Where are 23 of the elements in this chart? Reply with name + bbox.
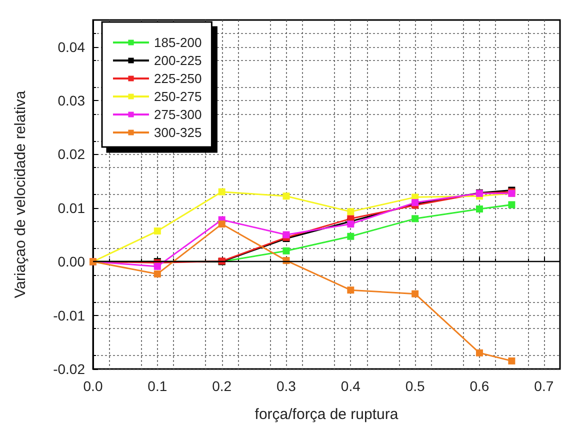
x-tick-label: 0.5 bbox=[405, 378, 426, 394]
x-tick-label: 0.2 bbox=[212, 378, 232, 394]
y-tick-label: 0.01 bbox=[58, 200, 86, 216]
legend-label: 250-275 bbox=[154, 89, 202, 104]
y-tick-label: 0.03 bbox=[58, 92, 86, 109]
legend-label: 225-250 bbox=[154, 71, 202, 86]
y-tick-label: -0.01 bbox=[53, 307, 86, 324]
y-tick-label: 0.04 bbox=[58, 38, 86, 55]
x-tick-label: 0.3 bbox=[276, 378, 296, 394]
y-tick-label: 0.00 bbox=[58, 254, 86, 270]
legend-label: 275-300 bbox=[154, 107, 202, 122]
x-axis-title: força/força de ruptura bbox=[254, 406, 399, 423]
x-tick-label: 0.7 bbox=[534, 378, 554, 394]
x-tick-label: 0.4 bbox=[340, 378, 361, 394]
y-tick-label: -0.02 bbox=[53, 361, 86, 377]
x-tick-label: 0.1 bbox=[148, 378, 168, 394]
legend-label: 185-200 bbox=[154, 35, 202, 50]
y-axis-title: Variaçao de velocidade relativa bbox=[12, 90, 29, 298]
x-tick-label: 0.0 bbox=[83, 378, 103, 394]
x-tick-label: 0.6 bbox=[470, 378, 490, 394]
y-tick-label: 0.02 bbox=[58, 146, 86, 162]
legend-label: 200-225 bbox=[154, 53, 202, 68]
legend-label: 300-325 bbox=[154, 125, 202, 140]
